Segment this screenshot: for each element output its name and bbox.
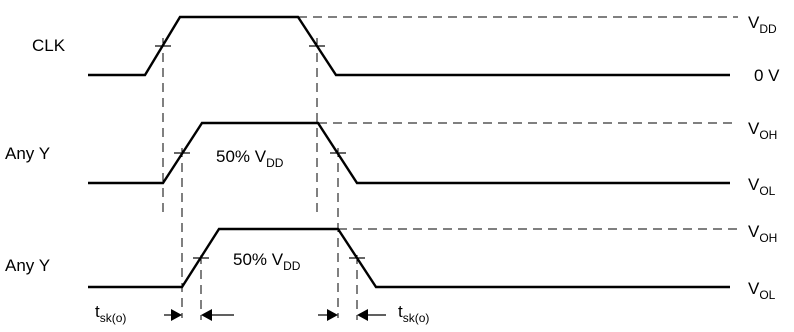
y1-50pct-vdd-label: 50% VDD (216, 147, 284, 170)
voh-2-level-label: VOH (748, 222, 777, 245)
y2-50pct-vdd-label: 50% VDD (233, 250, 301, 273)
tsk-o-left-label: tsk(o) (95, 302, 126, 325)
vdd-level-label: VDD (748, 13, 777, 36)
skew-right-arrow-pair (318, 309, 386, 321)
vol-2-level-label: VOL (748, 279, 776, 302)
any-y-2-signal-label: Any Y (5, 256, 50, 275)
any-y-1-signal-label: Any Y (5, 144, 50, 163)
tsk-o-right-label: tsk(o) (398, 302, 429, 325)
any-y-2-waveform (88, 227, 730, 289)
right-arrowhead-icon (171, 309, 182, 321)
any-y-1-waveform (88, 121, 730, 185)
voh-1-level-label: VOH (748, 119, 777, 142)
zero-volt-level-label: 0 V (754, 66, 780, 85)
left-arrowhead-icon (201, 309, 212, 321)
left-arrowhead-icon (357, 309, 368, 321)
clk-waveform (88, 15, 730, 77)
clk-signal-label: CLK (32, 36, 66, 55)
right-arrowhead-icon (327, 309, 338, 321)
vol-1-level-label: VOL (748, 175, 776, 198)
skew-left-arrow-pair (164, 309, 234, 321)
